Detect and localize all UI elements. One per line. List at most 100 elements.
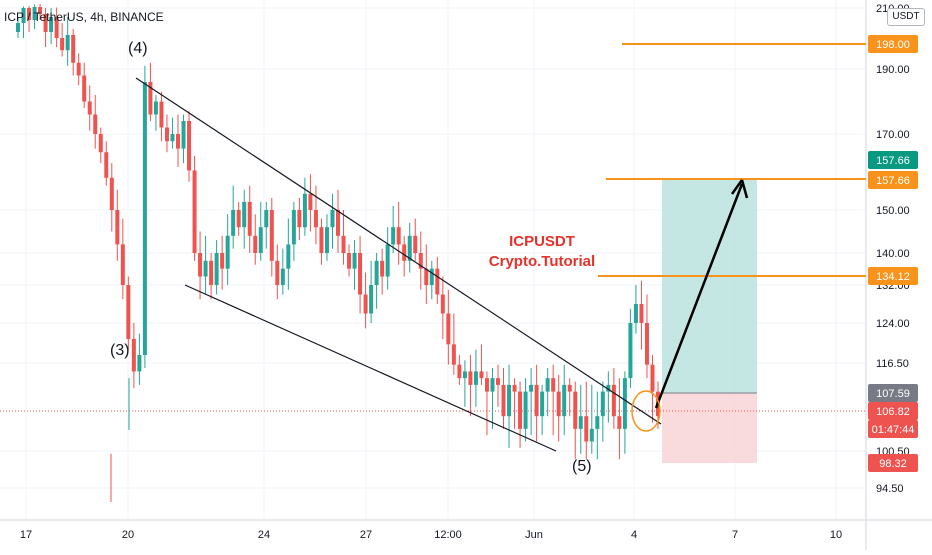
candle-down xyxy=(479,371,484,379)
candle-up xyxy=(562,384,567,417)
time-tick-label: 7 xyxy=(732,529,738,541)
candle-up xyxy=(633,304,638,323)
price-tick-label: 140.00 xyxy=(876,248,910,260)
candle-down xyxy=(297,210,302,228)
candle-down xyxy=(159,101,164,128)
price-tag-label: 01:47:44 xyxy=(872,424,915,436)
time-tick-label: 4 xyxy=(631,529,637,541)
trendline-drawings xyxy=(135,77,749,452)
candle-up xyxy=(545,378,550,392)
price-tag-target-green xyxy=(868,151,918,169)
candle-up xyxy=(595,416,600,429)
time-tick-label: 27 xyxy=(360,529,372,541)
candle-up xyxy=(153,101,158,115)
candle-down xyxy=(43,14,48,32)
candle-up xyxy=(330,210,335,228)
candle-up xyxy=(391,227,396,245)
price-tag-grey xyxy=(868,384,918,402)
candle-down xyxy=(27,8,32,20)
candle-up xyxy=(214,253,219,285)
candle-up xyxy=(529,384,534,392)
candle-down xyxy=(247,201,252,236)
candle-up xyxy=(21,8,26,23)
candle-down xyxy=(76,62,81,76)
candle-up xyxy=(142,82,147,355)
price-tag-label: 134.12 xyxy=(876,271,910,283)
chart-annotation: ICPUSDT Crypto.Tutorial xyxy=(462,232,622,272)
candle-down xyxy=(617,416,622,429)
candle-up xyxy=(606,384,611,392)
candle-down xyxy=(650,364,655,392)
candle-up xyxy=(291,210,296,245)
candle-down xyxy=(82,75,87,102)
candle-down xyxy=(209,260,214,285)
candle-down xyxy=(363,294,368,314)
candle-down xyxy=(413,235,418,253)
candle-up xyxy=(407,235,412,261)
annotation-line-1: ICPUSDT xyxy=(509,233,575,250)
candle-down xyxy=(336,210,340,236)
currency-label[interactable]: USDT xyxy=(887,8,925,26)
candle-down xyxy=(424,268,429,285)
candle-down xyxy=(551,378,556,392)
candle-down xyxy=(501,384,506,417)
candle-down xyxy=(313,210,318,228)
candle-down xyxy=(396,227,401,245)
candle-down xyxy=(457,364,462,379)
candle-down xyxy=(275,260,280,285)
price-tag-current xyxy=(868,402,918,420)
price-tag-label: 198.00 xyxy=(876,39,910,51)
entry-circle xyxy=(631,390,661,432)
price-tag-label: 107.59 xyxy=(876,388,910,400)
candle-down xyxy=(639,304,644,323)
horizontal-levels xyxy=(0,43,866,412)
candle-up xyxy=(225,235,230,269)
candle-up xyxy=(429,268,434,285)
candle-up xyxy=(589,428,594,442)
price-tag-label: 157.66 xyxy=(876,175,910,187)
candle-down xyxy=(446,313,451,345)
price-tag-label: 157.66 xyxy=(876,155,910,167)
candle-down xyxy=(71,35,76,63)
candles xyxy=(16,4,660,502)
candle-down xyxy=(176,134,180,149)
candle-up xyxy=(523,391,528,429)
candle-up xyxy=(628,323,633,379)
lower-trendline xyxy=(184,284,557,452)
candle-up xyxy=(622,378,627,429)
candle-down xyxy=(269,210,274,261)
price-tick-label: 116.50 xyxy=(876,358,909,370)
candle-down xyxy=(104,152,109,178)
price-tag-countdown xyxy=(868,420,918,438)
candle-up xyxy=(324,227,329,253)
wave-label-5: (5) xyxy=(572,458,592,475)
candle-up xyxy=(473,371,478,385)
upper-trendline xyxy=(135,77,662,425)
candle-down xyxy=(131,339,136,372)
candle-down xyxy=(87,101,92,115)
candle-down xyxy=(192,170,197,253)
candle-up xyxy=(490,378,495,392)
candle-down xyxy=(164,127,169,142)
price-tag-level xyxy=(868,35,918,53)
candle-down xyxy=(567,384,572,392)
candle-up xyxy=(264,210,269,228)
time-tick-label: Jun xyxy=(525,529,543,541)
time-tick-label: 10 xyxy=(830,529,842,541)
candle-down xyxy=(496,378,500,385)
candle-down xyxy=(93,114,98,134)
price-tick-label: 124.00 xyxy=(876,318,910,330)
candle-down xyxy=(220,253,225,269)
price-tag-stop xyxy=(868,454,918,472)
candle-up xyxy=(49,17,54,32)
candle-down xyxy=(484,378,489,392)
candle-up xyxy=(369,285,374,314)
price-tick-label: 150.00 xyxy=(876,205,910,217)
symbol-title[interactable]: ICP / TetherUS, 4h, BINANCE xyxy=(4,10,164,24)
candle-down xyxy=(611,384,616,417)
candle-down xyxy=(534,384,539,417)
candle-down xyxy=(556,391,561,417)
candle-up xyxy=(600,391,605,417)
